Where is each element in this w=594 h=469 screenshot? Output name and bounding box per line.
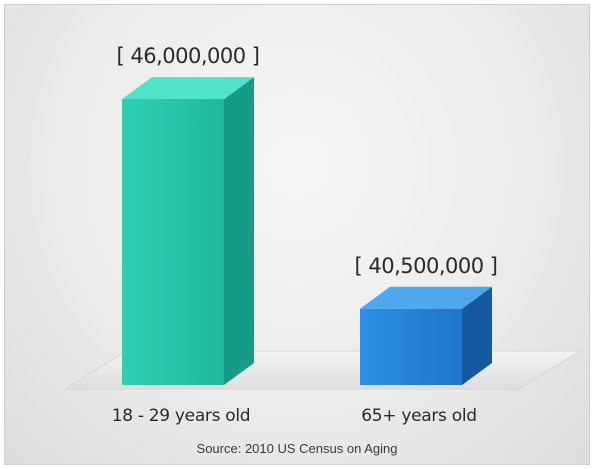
bar-side-face xyxy=(224,77,254,385)
value-label: [ 40,500,000 ] xyxy=(355,254,498,278)
bar-chart: [ 46,000,000 ] 18 - 29 years old [ 40,500,… xyxy=(63,44,582,456)
chart-canvas: [ 46,000,000 ] 18 - 29 years old [ 40,500,… xyxy=(4,4,590,465)
bar-1 xyxy=(122,77,254,385)
value-label: [ 46,000,000 ] xyxy=(117,44,260,68)
labels-layer: [ 46,000,000 ] 18 - 29 years old [ 40,500,… xyxy=(112,44,498,426)
bar-2 xyxy=(360,286,492,385)
bar-side-face xyxy=(462,286,492,385)
bars-layer xyxy=(122,77,492,385)
bar-top-face xyxy=(360,286,492,309)
source-annotation: Source: 2010 US Census on Aging xyxy=(197,441,398,456)
bar-top-face xyxy=(122,77,254,100)
bar-front-face xyxy=(360,308,462,385)
category-label: 18 - 29 years old xyxy=(112,406,251,426)
bar-front-face xyxy=(122,99,224,385)
category-label: 65+ years old xyxy=(361,406,476,426)
